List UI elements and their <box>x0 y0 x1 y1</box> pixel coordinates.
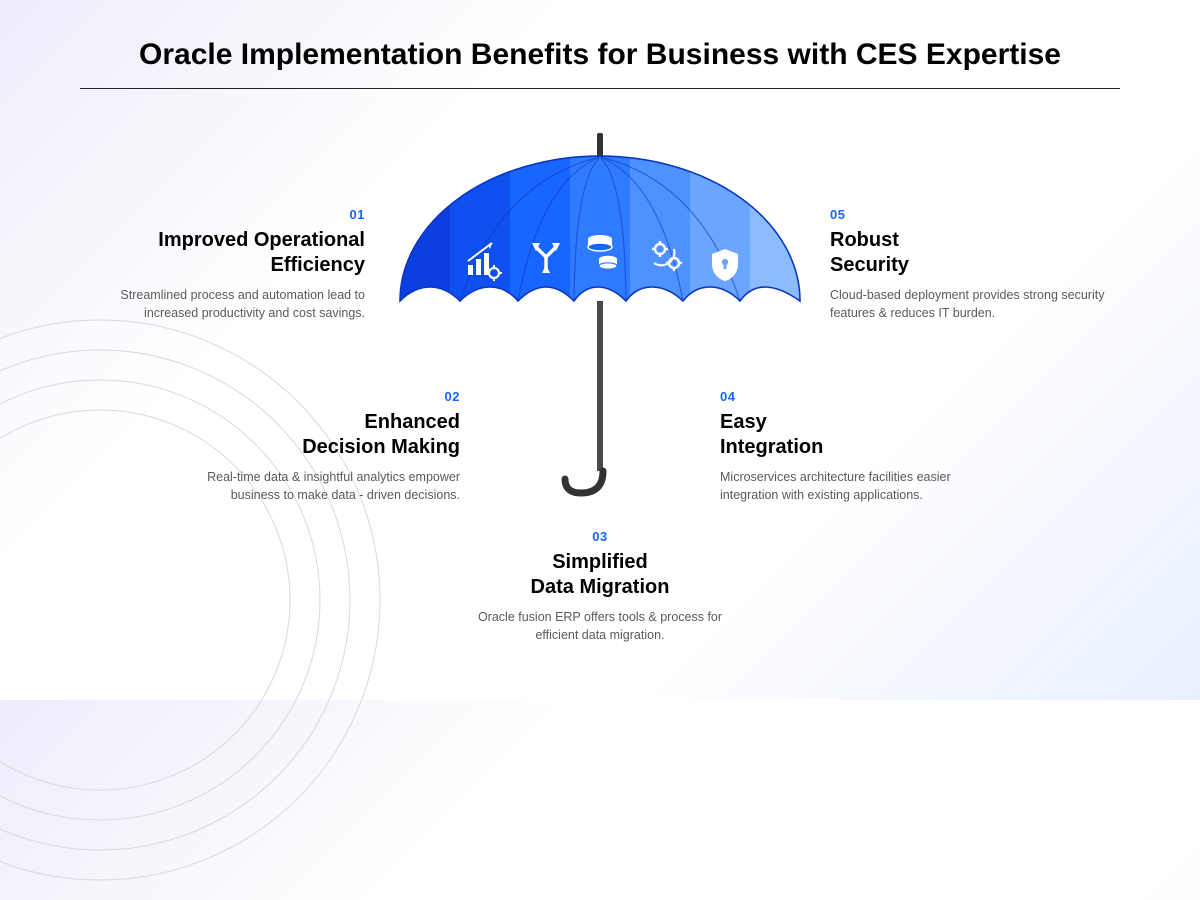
benefit-heading: Robust Security <box>830 228 1110 278</box>
umbrella-tip <box>597 133 603 157</box>
benefit-desc: Real-time data & insightful analytics em… <box>180 468 460 504</box>
benefit-heading: Simplified Data Migration <box>460 550 740 600</box>
benefit-2: 02 Enhanced Decision Making Real-time da… <box>180 389 460 504</box>
benefit-heading: Enhanced Decision Making <box>180 410 460 460</box>
benefit-number: 02 <box>180 389 460 404</box>
infographic-stage: 01 Improved Operational Efficiency Strea… <box>0 89 1200 689</box>
benefit-desc: Oracle fusion ERP offers tools & process… <box>460 608 740 644</box>
benefit-heading: Improved Operational Efficiency <box>85 228 365 278</box>
benefit-number: 03 <box>460 529 740 544</box>
benefit-desc: Streamlined process and automation lead … <box>85 286 365 322</box>
benefit-5: 05 Robust Security Cloud-based deploymen… <box>830 207 1110 322</box>
benefit-desc: Cloud-based deployment provides strong s… <box>830 286 1110 322</box>
benefit-desc: Microservices architecture facilities ea… <box>720 468 1000 504</box>
umbrella-handle <box>565 471 603 493</box>
umbrella-pole <box>597 301 603 471</box>
benefit-number: 01 <box>85 207 365 222</box>
benefit-number: 05 <box>830 207 1110 222</box>
page-title: Oracle Implementation Benefits for Busin… <box>80 0 1120 89</box>
benefit-number: 04 <box>720 389 1000 404</box>
benefit-1: 01 Improved Operational Efficiency Strea… <box>85 207 365 322</box>
benefit-3: 03 Simplified Data Migration Oracle fusi… <box>460 529 740 644</box>
benefit-4: 04 Easy Integration Microservices archit… <box>720 389 1000 504</box>
benefit-heading: Easy Integration <box>720 410 1000 460</box>
